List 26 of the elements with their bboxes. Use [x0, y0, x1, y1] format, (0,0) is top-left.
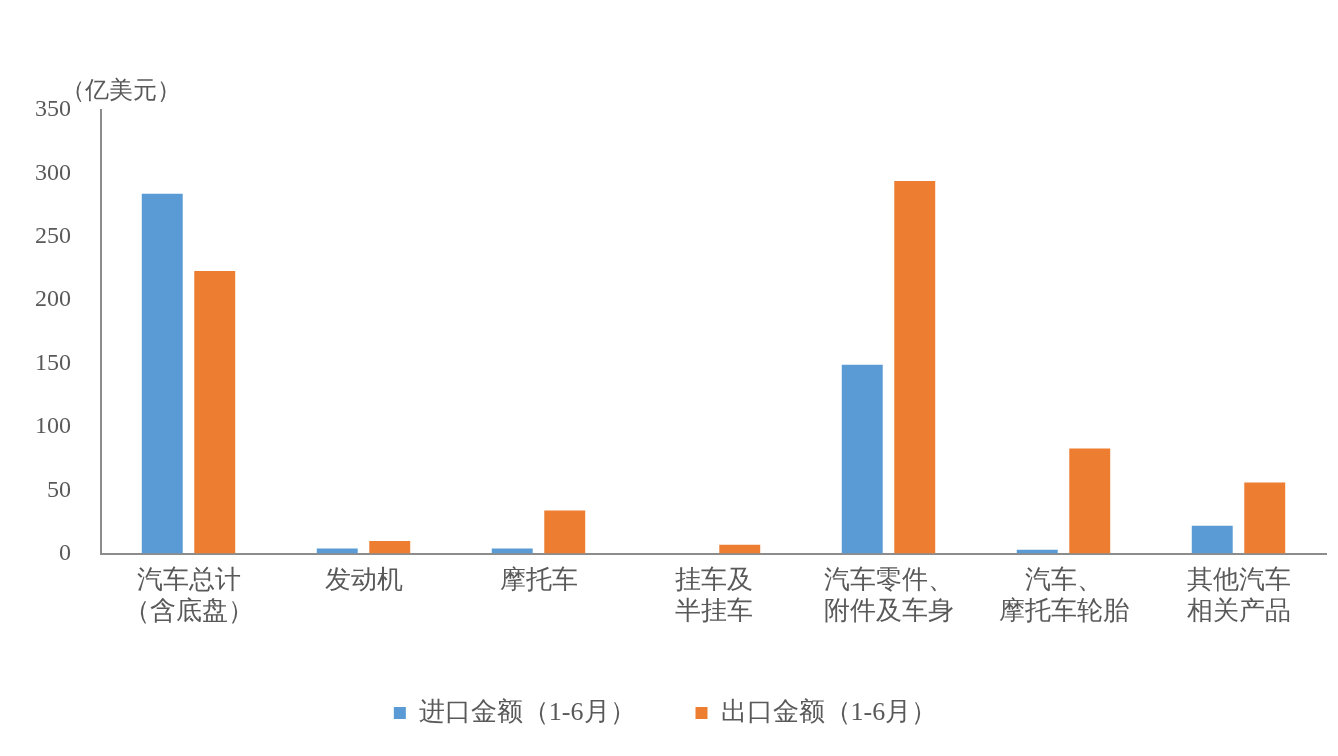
y-tick-label: 150	[35, 348, 71, 375]
y-tick-label: 200	[35, 285, 71, 312]
x-tick-label: 其他汽车相关产品	[1186, 565, 1291, 626]
bar	[841, 364, 883, 554]
bar	[194, 270, 236, 554]
bar	[369, 540, 411, 554]
bar	[719, 544, 761, 554]
bar	[1244, 482, 1286, 554]
y-tick-label: 50	[47, 475, 71, 502]
y-tick-label: 300	[35, 158, 71, 185]
x-tick-label: 汽车、摩托车轮胎	[998, 565, 1129, 626]
legend-label: 出口金额（1-6月）	[720, 696, 938, 726]
x-tick-label: 挂车及半挂车	[674, 565, 753, 626]
y-tick-label: 100	[35, 412, 71, 439]
x-tick-label: 发动机	[324, 565, 403, 595]
x-tick-label: 摩托车	[499, 565, 578, 595]
legend-label: 进口金额（1-6月）	[418, 696, 636, 726]
bar	[1191, 525, 1233, 554]
y-tick-label: 250	[35, 222, 71, 249]
x-tick-label: 汽车零件、附件及车身	[823, 565, 954, 626]
bar	[141, 193, 183, 554]
x-tick-label: 汽车总计（含底盘）	[123, 565, 254, 626]
bar	[894, 180, 936, 554]
y-tick-label: 0	[59, 538, 71, 565]
bar	[544, 510, 586, 554]
bar	[1069, 448, 1111, 554]
